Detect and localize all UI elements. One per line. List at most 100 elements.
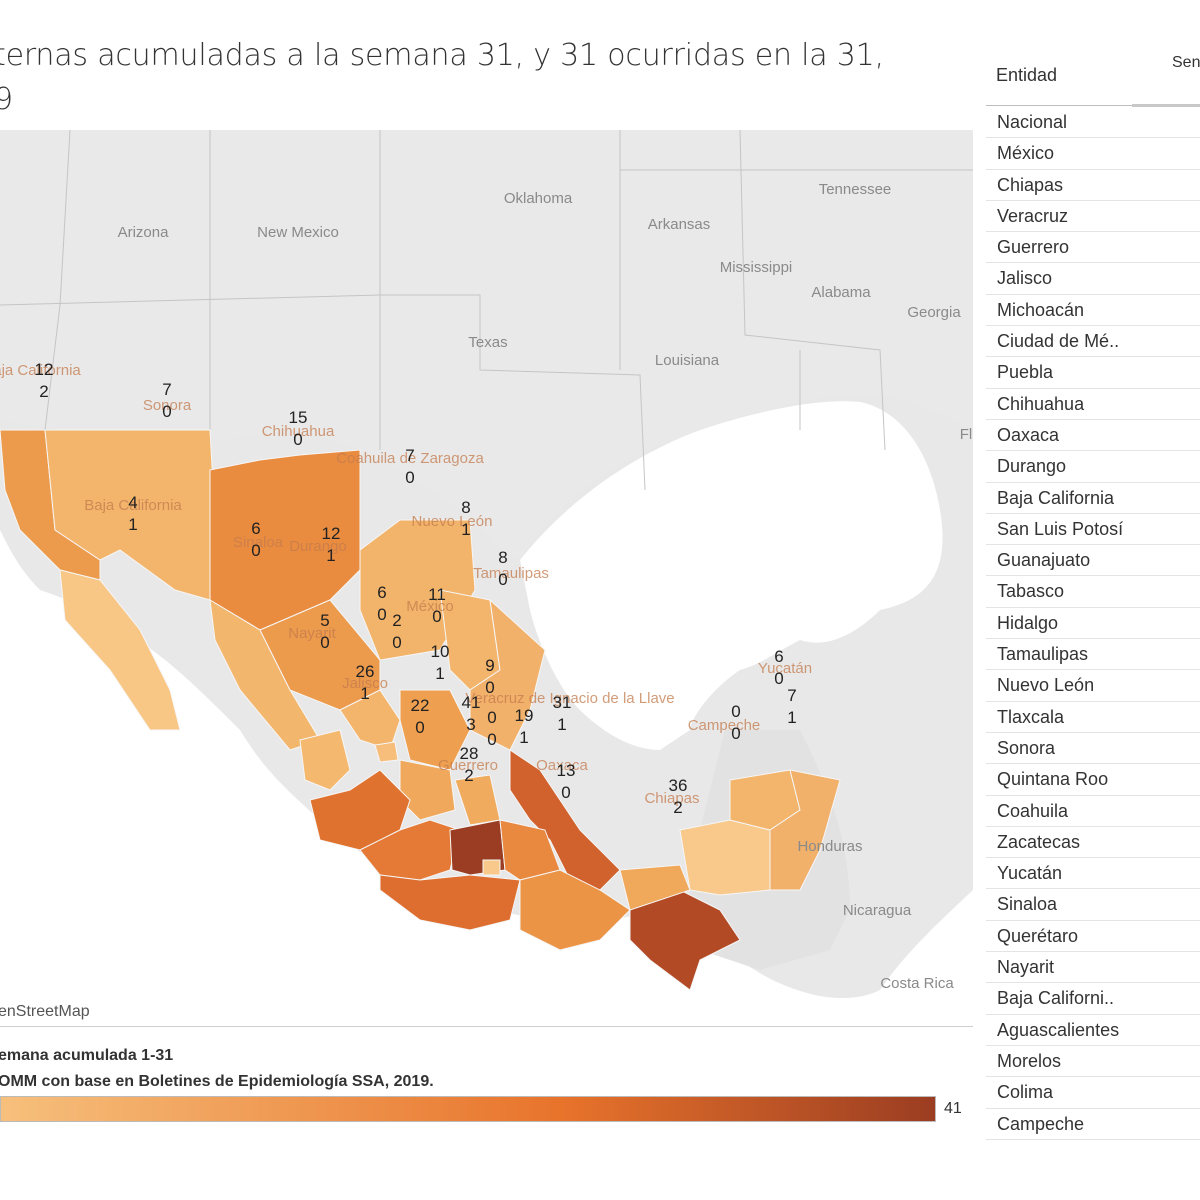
table-row[interactable]: Veracruz	[986, 201, 1200, 233]
label-nicaragua: Nicaragua	[843, 902, 912, 919]
value-acum-yucat-n: 6	[774, 647, 783, 666]
state-ciudad-de-mexico[interactable]	[482, 859, 501, 876]
label-mx-mexico: México	[406, 598, 454, 615]
table-row[interactable]: Morelos	[986, 1046, 1200, 1078]
value-acum-chiapas: 36	[669, 776, 688, 795]
label-mx-nayarit: Nayarit	[288, 625, 336, 642]
value-acum-aguascalientes: 2	[392, 611, 401, 630]
header-rule	[986, 105, 1200, 106]
value-week31-coahuila: 0	[405, 468, 414, 487]
table-row[interactable]: Querétaro	[986, 921, 1200, 953]
label-texas: Texas	[468, 334, 507, 351]
value-acum-baja-california-sur: 4	[128, 493, 137, 512]
table-row[interactable]: San Luis Potosí	[986, 514, 1200, 546]
state-baja-california-sur[interactable]	[59, 569, 181, 731]
pacific-ocean	[0, 530, 973, 1026]
table-row[interactable]: Puebla	[986, 357, 1200, 389]
label-honduras: Honduras	[797, 838, 862, 855]
label-mx-guerrero: Guerrero	[438, 757, 498, 774]
value-acum-quintana-roo: 7	[787, 686, 796, 705]
state-campeche[interactable]	[679, 819, 771, 896]
table-row[interactable]: Nuevo León	[986, 670, 1200, 702]
map-svg[interactable]: Arizona New Mexico Oklahoma Arkansas Ten…	[0, 130, 973, 1026]
value-week31-sinaloa: 0	[251, 541, 260, 560]
value-acum-m-xico: 41	[462, 693, 481, 712]
table-row[interactable]: Campeche	[986, 1109, 1200, 1140]
table-row[interactable]: Hidalgo	[986, 608, 1200, 640]
label-florida: Fl	[960, 426, 973, 443]
table-row[interactable]: Nayarit	[986, 952, 1200, 984]
state-tamaulipas[interactable]	[469, 598, 546, 751]
value-week31-yucat-n: 0	[774, 669, 783, 688]
label-oklahoma: Oklahoma	[504, 190, 573, 207]
table-row[interactable]: Colima	[986, 1077, 1200, 1109]
value-acum-chihuahua: 15	[289, 408, 308, 427]
table-row[interactable]: México	[986, 138, 1200, 170]
state-guerrero[interactable]	[379, 874, 521, 931]
legend-source: OMM con base en Boletines de Epidemiolog…	[0, 1073, 434, 1090]
value-week31-oaxaca: 0	[561, 783, 570, 802]
value-week31-baja-california-sur: 1	[128, 515, 137, 534]
state-quintana-roo[interactable]	[769, 769, 841, 891]
value-acum-tamaulipas: 8	[498, 548, 507, 567]
value-acum-oaxaca: 13	[557, 761, 576, 780]
value-acum-quer-taro: 9	[485, 656, 494, 675]
choropleth-map[interactable]: Arizona New Mexico Oklahoma Arkansas Ten…	[0, 130, 973, 1026]
table-row[interactable]: Coahuila	[986, 796, 1200, 827]
label-mx-nuevo-leon: Nuevo León	[412, 513, 493, 530]
value-acum-campeche: 0	[731, 702, 740, 721]
state-nayarit[interactable]	[299, 729, 351, 791]
state-zacatecas[interactable]	[339, 689, 401, 751]
table-row[interactable]: Baja Californi..	[986, 983, 1200, 1015]
value-acum-coahuila: 7	[405, 446, 414, 465]
table-row[interactable]: Guerrero	[986, 232, 1200, 264]
table-row[interactable]: Yucatán	[986, 858, 1200, 890]
table-row[interactable]: Chiapas	[986, 170, 1200, 201]
value-acum-hidalgo: 31	[553, 693, 572, 712]
table-row[interactable]: Nacional	[986, 107, 1200, 139]
value-week31-michoac-n: 0	[415, 718, 424, 737]
table-row[interactable]: Tlaxcala	[986, 702, 1200, 733]
label-mx-durango: Durango	[289, 538, 347, 555]
mexico-states[interactable]	[0, 429, 841, 991]
value-week31-nuevo-le-n: 1	[461, 520, 470, 539]
table-row[interactable]: Michoacán	[986, 295, 1200, 327]
table-row[interactable]: Sinaloa	[986, 889, 1200, 921]
value-acum-durango: 12	[322, 524, 341, 543]
state-table[interactable]: Entidad Sen Nacional México Chiapas Veracru…	[986, 40, 1200, 1140]
table-row[interactable]: Chihuahua	[986, 389, 1200, 420]
value-week31-puebla: 1	[519, 728, 528, 747]
state-jalisco[interactable]	[309, 769, 411, 851]
state-sonora[interactable]	[44, 429, 216, 601]
table-row[interactable]: Quintana Roo	[986, 764, 1200, 796]
state-aguascalientes[interactable]	[374, 741, 399, 763]
table-row[interactable]: Tabasco	[986, 576, 1200, 608]
column-header-semana[interactable]: Sen	[1172, 54, 1200, 71]
table-row[interactable]: Durango	[986, 451, 1200, 483]
table-row[interactable]: Aguascalientes	[986, 1015, 1200, 1046]
value-acum-sinaloa: 6	[251, 519, 260, 538]
label-mx-baja-california-sur: Baja California	[84, 497, 182, 514]
label-georgia: Georgia	[907, 304, 961, 321]
table-row[interactable]: Zacatecas	[986, 827, 1200, 859]
map-attribution[interactable]: enStreetMap	[0, 1003, 90, 1020]
table-row[interactable]: Sonora	[986, 733, 1200, 765]
state-oaxaca[interactable]	[519, 869, 631, 951]
value-acum-nuevo-le-n: 8	[461, 498, 470, 517]
value-acum-san-luis-potos-: 11	[428, 585, 446, 604]
table-row[interactable]: Tamaulipas	[986, 639, 1200, 671]
color-legend-bar	[0, 1096, 936, 1122]
table-row[interactable]: Guanajuato	[986, 545, 1200, 577]
label-mx-baja-california: Baja California	[0, 362, 81, 379]
value-week31-baja-california: 2	[39, 382, 48, 401]
table-row[interactable]: Jalisco	[986, 263, 1200, 295]
value-week31-nayarit: 0	[320, 633, 329, 652]
value-week31-tamaulipas: 0	[498, 570, 507, 589]
table-row[interactable]: Baja California	[986, 483, 1200, 514]
column-header-entidad[interactable]: Entidad	[996, 65, 1058, 85]
us-borders	[0, 130, 973, 491]
table-row[interactable]: Oaxaca	[986, 420, 1200, 452]
label-tennessee: Tennessee	[819, 181, 892, 198]
state-chiapas[interactable]	[629, 889, 741, 991]
table-row[interactable]: Ciudad de Mé..	[986, 326, 1200, 358]
